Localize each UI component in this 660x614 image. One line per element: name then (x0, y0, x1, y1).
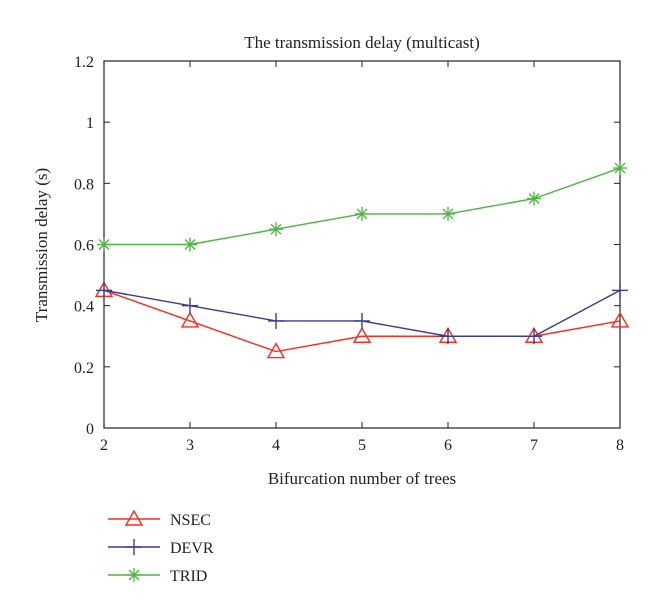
legend-marker-nsec (124, 509, 144, 526)
marker-trid (183, 237, 197, 252)
marker-devr (526, 328, 542, 345)
marker-devr (268, 312, 284, 329)
legend-marker-trid (127, 568, 141, 582)
marker-trid-d2 (356, 208, 368, 220)
marker-nsec (610, 311, 630, 328)
legend-label-devr: DEVR (170, 540, 214, 557)
marker-devr (354, 312, 370, 329)
series-devr (96, 282, 628, 345)
y-tick-label: 1 (86, 115, 94, 132)
marker-trid (269, 222, 283, 237)
marker-nsec (180, 311, 200, 328)
legend-item-devr: DEVR (108, 539, 214, 557)
marker-devr (440, 328, 456, 345)
x-tick-label: 3 (186, 437, 194, 454)
marker-devr (182, 297, 198, 314)
marker-nsec (352, 326, 372, 343)
marker-trid (527, 191, 541, 206)
x-tick-label: 4 (272, 437, 280, 454)
x-tick-label: 2 (100, 437, 108, 454)
marker-trid-d2 (442, 208, 454, 220)
legend-marker-devr (126, 539, 142, 555)
legend-label-trid: TRID (170, 568, 207, 585)
axes: 0 0.2 0.4 0.6 0.8 1 1.2 2 3 4 5 6 7 8 (74, 54, 624, 454)
legend-marker-trid-d2 (128, 569, 140, 581)
x-tick-label: 5 (358, 437, 366, 454)
y-tick-label: 0 (86, 421, 94, 438)
series-layer (94, 161, 630, 359)
y-axis-label: Transmission delay (s) (32, 168, 51, 322)
x-tick-label: 7 (530, 437, 538, 454)
y-tick-label: 0.2 (74, 360, 94, 377)
y-tick-label: 0.4 (74, 299, 94, 316)
marker-devr (612, 282, 628, 299)
marker-trid-d2 (528, 193, 540, 205)
marker-devr (96, 282, 112, 299)
x-tick-label: 6 (444, 437, 452, 454)
marker-trid (613, 161, 627, 176)
y-tick-label: 1.2 (74, 54, 94, 71)
legend-item-trid: TRID (108, 568, 207, 585)
marker-trid (97, 237, 111, 252)
series-trid (97, 161, 627, 252)
x-tick-label: 8 (616, 437, 624, 454)
y-tick-label: 0.8 (74, 176, 94, 193)
marker-trid-d2 (270, 223, 282, 235)
marker-trid-d2 (614, 162, 626, 174)
marker-trid-d2 (184, 239, 196, 250)
series-line-trid (104, 167, 621, 246)
chart-title: The transmission delay (multicast) (244, 33, 480, 52)
marker-trid (441, 206, 455, 221)
legend: NSEC DEVR TRID (108, 509, 214, 585)
marker-nsec (266, 342, 286, 359)
legend-item-nsec: NSEC (108, 509, 211, 529)
marker-trid-d2 (98, 239, 110, 250)
marker-trid (355, 206, 369, 221)
y-tick-label: 0.6 (74, 238, 94, 255)
legend-label-nsec: NSEC (170, 512, 211, 529)
x-axis-label: Bifurcation number of trees (268, 469, 456, 488)
